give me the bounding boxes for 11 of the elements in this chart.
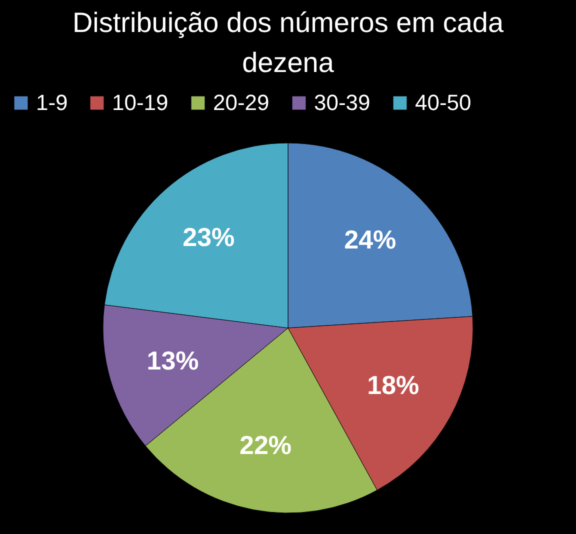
data-label: 24% — [344, 224, 396, 255]
data-label: 22% — [239, 430, 292, 460]
data-label: 18% — [367, 370, 420, 400]
legend-label: 1-9 — [36, 90, 68, 115]
legend-label: 30-39 — [314, 90, 370, 115]
legend-label: 20-29 — [213, 90, 270, 115]
legend-label: 40-50 — [415, 90, 472, 115]
data-label: 23% — [182, 222, 235, 252]
legend-label: 10-19 — [112, 90, 168, 115]
data-label: 13% — [146, 345, 199, 376]
chart-title: Distribuição dos números em cada dezena — [72, 7, 504, 78]
